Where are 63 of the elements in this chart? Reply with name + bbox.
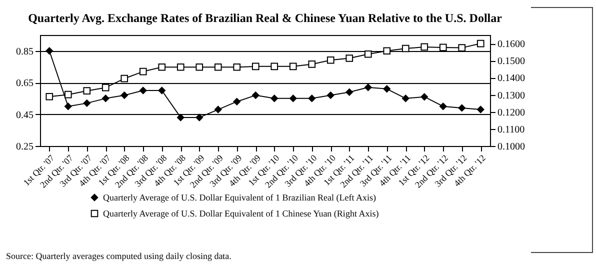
legend-label: Quarterly Average of U.S. Dollar Equivalent of 1 Chinese Yuan (Right Axis) (103, 208, 379, 218)
point (120, 92, 128, 99)
point (458, 44, 466, 52)
y-tick-label: 0.85 (16, 46, 34, 58)
point (139, 68, 147, 76)
y-tick-label: 0.25 (16, 142, 34, 152)
legend-label: Quarterly Average of U.S. Dollar Equivalent of 1 Brazilian Real (Left Axis) (103, 192, 376, 202)
point (233, 63, 241, 71)
point (308, 94, 316, 102)
point (402, 44, 410, 52)
point (46, 47, 54, 55)
point (46, 92, 54, 100)
point (346, 88, 354, 96)
point (308, 60, 316, 68)
point (83, 87, 91, 95)
point (326, 56, 334, 64)
point (420, 93, 428, 101)
chart-title: Quarterly Avg. Exchange Rates of Brazilian Real & Chinese Yuan Relative to the U.S. Dollar (28, 11, 503, 25)
y2-tick-label: 0.1300 (498, 90, 525, 102)
point (364, 50, 372, 58)
point (346, 54, 354, 62)
y2-tick-label: 0.1400 (498, 73, 525, 84)
point (439, 102, 447, 110)
point (326, 92, 334, 99)
point (196, 63, 204, 71)
point (289, 94, 297, 102)
y-tick-label: 0.45 (16, 110, 34, 121)
point (176, 63, 184, 71)
point (476, 40, 484, 48)
point (64, 90, 72, 98)
point (102, 84, 110, 92)
point (176, 114, 184, 122)
point (289, 62, 297, 70)
y2-tick-label: 0.1500 (498, 56, 525, 68)
point (458, 104, 466, 112)
point (270, 94, 278, 102)
point (383, 85, 391, 93)
point (214, 63, 222, 71)
point (233, 98, 241, 106)
point (383, 47, 391, 55)
point (252, 92, 260, 99)
point (214, 106, 222, 114)
y2-tick-label: 0.1100 (498, 124, 525, 136)
point (476, 106, 484, 114)
y2-tick-label: 0.1600 (498, 39, 525, 50)
source-note: Source: Quarterly averages computed using daily closing data. (6, 251, 232, 261)
point (158, 86, 166, 94)
point (439, 44, 447, 52)
point (364, 84, 372, 91)
point (102, 94, 110, 102)
point (196, 114, 204, 122)
point (64, 102, 72, 110)
point (420, 43, 428, 51)
point (252, 62, 260, 70)
point (83, 100, 91, 107)
y-tick-label: 0.65 (16, 78, 34, 90)
point (120, 74, 128, 82)
y2-tick-label: 0.1200 (498, 107, 525, 118)
point (270, 62, 278, 70)
point (158, 63, 166, 71)
y2-tick-label: 0.1000 (498, 142, 525, 152)
point (139, 86, 147, 94)
point (402, 94, 410, 102)
